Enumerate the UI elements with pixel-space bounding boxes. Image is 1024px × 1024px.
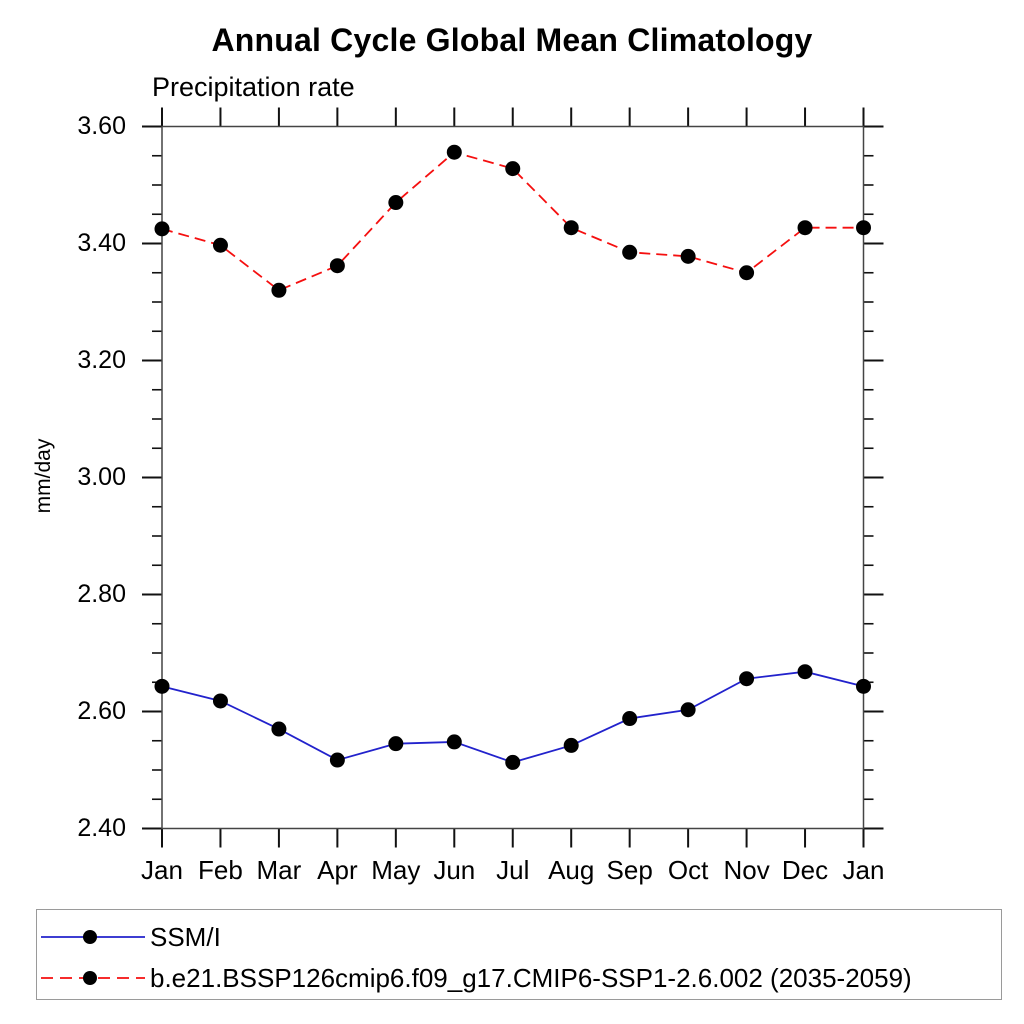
data-point-marker: [797, 664, 813, 680]
chart-title: Annual Cycle Global Mean Climatology: [211, 22, 813, 58]
data-point-marker: [680, 248, 696, 264]
data-point-marker: [797, 220, 813, 236]
x-tick-label: Dec: [781, 855, 829, 885]
x-tick-label: Aug: [548, 855, 595, 885]
x-tick-label: Jun: [433, 855, 476, 885]
series-model: [154, 144, 871, 298]
data-point-marker: [622, 244, 638, 260]
series-ssmi: [154, 664, 871, 770]
data-point-marker: [856, 220, 871, 236]
x-tick-label: May: [371, 855, 421, 885]
y-tick-label: 2.60: [77, 696, 126, 725]
data-point-marker: [388, 736, 404, 752]
x-tick-label: Sep: [606, 855, 653, 885]
data-point-marker: [154, 221, 170, 237]
x-tick-label: Apr: [317, 855, 358, 885]
data-point-marker: [739, 265, 755, 281]
y-tick-label: 3.40: [77, 228, 126, 257]
legend-swatch-ssmi-solid-line: [41, 930, 145, 944]
x-tick-label: Mar: [256, 855, 302, 885]
chart-subtitle: Precipitation rate: [152, 72, 355, 102]
x-tick-label: Feb: [198, 855, 243, 885]
y-tick-label: 3.60: [77, 111, 126, 140]
data-point-marker: [154, 678, 170, 694]
legend-label-model: b.e21.BSSP126cmip6.f09_g17.CMIP6-SSP1-2.…: [150, 962, 912, 993]
legend-item-ssmi: SSM/I: [41, 922, 221, 952]
y-tick-label: 2.80: [77, 579, 126, 608]
legend-item-model: b.e21.BSSP126cmip6.f09_g17.CMIP6-SSP1-2.…: [41, 963, 912, 993]
data-point-marker: [563, 737, 579, 753]
data-point-marker: [856, 678, 871, 694]
data-point-marker: [563, 220, 579, 236]
data-point-marker: [388, 195, 404, 211]
x-tick-label: Jul: [496, 855, 530, 885]
data-point-marker: [505, 754, 521, 770]
legend-box: SSM/I b.e21.BSSP126cmip6.f09_g17.CMIP6-S…: [36, 909, 1002, 1000]
x-tick-label: Oct: [667, 855, 709, 885]
x-tick-label: Jan: [842, 855, 885, 885]
data-point-marker: [739, 671, 755, 687]
data-point-marker: [446, 734, 462, 750]
data-point-marker: [271, 721, 287, 737]
axis-ticks: [142, 107, 884, 848]
x-tick-label: Jan: [141, 855, 183, 885]
plot-box: [161, 125, 865, 830]
data-point-marker: [329, 752, 345, 768]
data-point-marker: [329, 258, 345, 274]
data-point-marker: [212, 237, 228, 253]
data-point-marker: [446, 144, 462, 160]
data-point-marker: [271, 282, 287, 298]
legend-label-ssmi: SSM/I: [150, 921, 221, 952]
data-point-marker: [680, 702, 696, 718]
y-tick-label: 3.00: [77, 462, 126, 491]
data-point-marker: [212, 693, 228, 709]
data-point-marker: [505, 161, 521, 177]
legend-swatch-model-dashed-line: [41, 971, 145, 985]
data-point-marker: [622, 711, 638, 727]
y-tick-label: 2.40: [77, 813, 126, 842]
x-tick-label: Nov: [723, 855, 770, 885]
y-tick-label: 3.20: [77, 345, 126, 374]
